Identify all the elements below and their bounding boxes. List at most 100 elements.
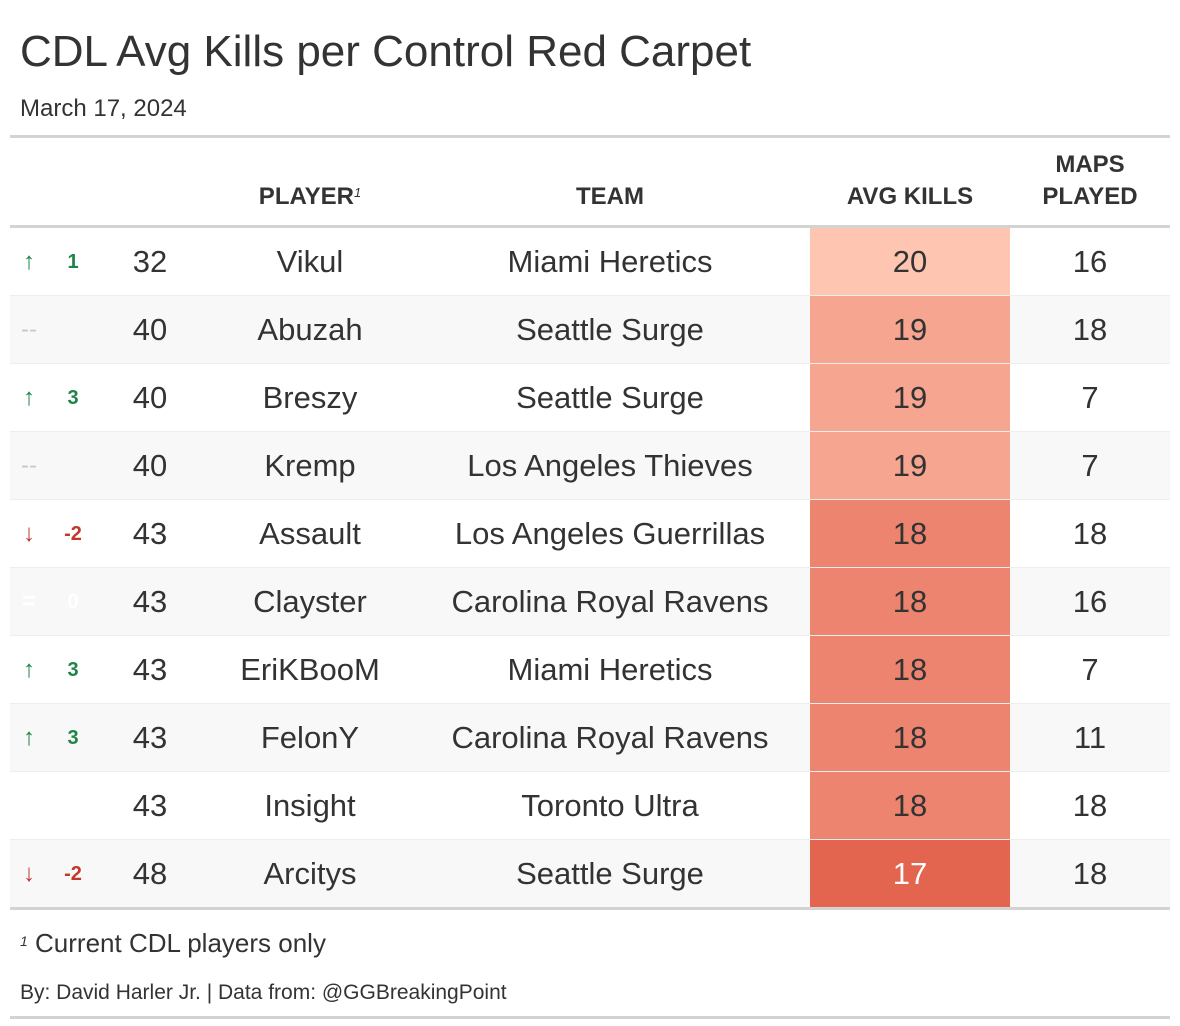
avg-kills-cell: 18 xyxy=(810,772,1010,840)
chart-subtitle: March 17, 2024 xyxy=(20,95,187,122)
column-header-player: PLAYER1 xyxy=(259,181,361,213)
player-cell: Vikul xyxy=(276,244,344,279)
bottom-rule xyxy=(10,907,1170,910)
rank-cell: 40 xyxy=(132,380,168,415)
table-row: ↑ 3 40 Breszy Seattle Surge 19 7 xyxy=(10,364,1170,432)
table-row: 43 Insight Toronto Ultra 18 18 xyxy=(10,772,1170,840)
rank-change: 3 xyxy=(67,387,79,409)
table-row: ↓ -2 48 Arcitys Seattle Surge 17 18 xyxy=(10,840,1170,908)
equals-icon: = xyxy=(21,588,36,615)
avg-kills-cell: 17 xyxy=(810,840,1010,908)
player-cell: Arcitys xyxy=(263,856,357,891)
top-rule xyxy=(10,135,1170,138)
column-header-maps-played: MAPS PLAYED xyxy=(1042,149,1137,213)
player-cell: Clayster xyxy=(253,584,367,619)
rank-cell: 32 xyxy=(132,244,168,279)
player-cell: Kremp xyxy=(264,448,356,483)
player-cell: FelonY xyxy=(260,720,360,755)
avg-kills-cell: 20 xyxy=(810,228,1010,296)
rank-change: -2 xyxy=(64,523,82,545)
team-cell: Carolina Royal Ravens xyxy=(451,584,769,619)
rank-cell: 43 xyxy=(132,720,168,755)
team-cell: Miami Heretics xyxy=(507,652,713,687)
rank-cell: 43 xyxy=(132,584,168,619)
arrow-down-icon: ↓ xyxy=(23,860,35,887)
avg-kills-cell: 18 xyxy=(810,704,1010,772)
rank-cell: 48 xyxy=(132,856,168,891)
player-cell: Insight xyxy=(264,788,356,823)
maps-played-cell: 18 xyxy=(1072,856,1108,891)
footnote: 1 Current CDL players only xyxy=(20,926,326,960)
team-cell: Seattle Surge xyxy=(516,312,704,347)
arrow-up-icon: ↑ xyxy=(23,656,35,683)
rank-cell: 43 xyxy=(132,516,168,551)
maps-played-cell: 7 xyxy=(1081,448,1099,483)
team-cell: Toronto Ultra xyxy=(521,788,699,823)
maps-played-cell: 16 xyxy=(1072,584,1108,619)
table-row: -- 40 Kremp Los Angeles Thieves 19 7 xyxy=(10,432,1170,500)
column-header-player-label: PLAYER xyxy=(258,183,354,210)
avg-kills-cell: 18 xyxy=(810,568,1010,636)
rank-cell: 40 xyxy=(132,312,168,347)
maps-played-cell: 18 xyxy=(1072,516,1108,551)
column-header-maps-played-line2: PLAYED xyxy=(1042,183,1138,210)
column-header-player-footnote-mark: 1 xyxy=(353,185,362,200)
avg-kills-cell: 19 xyxy=(810,364,1010,432)
avg-kills-cell: 19 xyxy=(810,432,1010,500)
table-row: = 0 43 Clayster Carolina Royal Ravens 18 16 xyxy=(10,568,1170,636)
team-cell: Miami Heretics xyxy=(507,244,713,279)
maps-played-cell: 11 xyxy=(1073,720,1107,755)
source-credit: By: David Harler Jr. | Data from: @GGBre… xyxy=(20,981,507,1004)
rank-change: 0 xyxy=(67,591,79,613)
header-rule xyxy=(10,225,1170,228)
maps-played-cell: 16 xyxy=(1072,244,1108,279)
maps-played-cell: 18 xyxy=(1072,788,1108,823)
table-row: ↓ -2 43 Assault Los Angeles Guerrillas 18 18 xyxy=(10,500,1170,568)
rank-change xyxy=(60,772,86,840)
rank-cell: 43 xyxy=(132,788,168,823)
rank-change xyxy=(60,296,86,364)
team-cell: Los Angeles Guerrillas xyxy=(454,516,766,551)
footnote-mark: 1 xyxy=(20,933,28,949)
team-cell: Los Angeles Thieves xyxy=(467,448,753,483)
player-cell: Assault xyxy=(259,516,361,551)
dash-icon xyxy=(15,772,43,840)
rank-cell: 43 xyxy=(132,652,168,687)
arrow-up-icon: ↑ xyxy=(23,384,35,411)
rank-cell: 40 xyxy=(132,448,168,483)
rank-change: -2 xyxy=(64,863,82,885)
rank-change: 1 xyxy=(67,251,79,273)
table-row: ↑ 3 43 EriKBooM Miami Heretics 18 7 xyxy=(10,636,1170,704)
team-cell: Seattle Surge xyxy=(516,856,704,891)
arrow-up-icon: ↑ xyxy=(23,248,35,275)
table-body: ↑ 1 32 Vikul Miami Heretics 20 16 -- 40 Abuzah Sea… xyxy=(10,228,1170,908)
rank-change: 3 xyxy=(67,659,79,681)
table-row: ↑ 1 32 Vikul Miami Heretics 20 16 xyxy=(10,228,1170,296)
team-cell: Seattle Surge xyxy=(516,380,704,415)
player-cell: Abuzah xyxy=(257,312,363,347)
avg-kills-cell: 18 xyxy=(810,636,1010,704)
rank-change: 3 xyxy=(67,727,79,749)
maps-played-cell: 7 xyxy=(1081,652,1099,687)
rank-change xyxy=(60,432,86,500)
player-cell: EriKBooM xyxy=(240,652,380,687)
team-cell: Carolina Royal Ravens xyxy=(451,720,769,755)
column-header-maps-played-line1: MAPS xyxy=(1055,151,1125,178)
column-header-avg-kills: AVG KILLS xyxy=(846,183,974,210)
dash-icon: -- xyxy=(21,316,37,343)
table-header: PLAYER1 TEAM AVG KILLS MAPS PLAYED xyxy=(10,138,1170,225)
maps-played-cell: 18 xyxy=(1072,312,1108,347)
avg-kills-cell: 18 xyxy=(810,500,1010,568)
arrow-up-icon: ↑ xyxy=(23,724,35,751)
column-header-team: TEAM xyxy=(576,183,644,210)
arrow-down-icon: ↓ xyxy=(23,520,35,547)
table-row: ↑ 3 43 FelonY Carolina Royal Ravens 18 11 xyxy=(10,704,1170,772)
avg-kills-cell: 19 xyxy=(810,296,1010,364)
maps-played-cell: 7 xyxy=(1081,380,1099,415)
end-rule xyxy=(10,1016,1170,1019)
player-cell: Breszy xyxy=(262,380,358,415)
table-row: -- 40 Abuzah Seattle Surge 19 18 xyxy=(10,296,1170,364)
footnote-text: Current CDL players only xyxy=(35,928,326,958)
chart-title: CDL Avg Kills per Control Red Carpet xyxy=(20,27,752,76)
dash-icon: -- xyxy=(21,452,37,479)
